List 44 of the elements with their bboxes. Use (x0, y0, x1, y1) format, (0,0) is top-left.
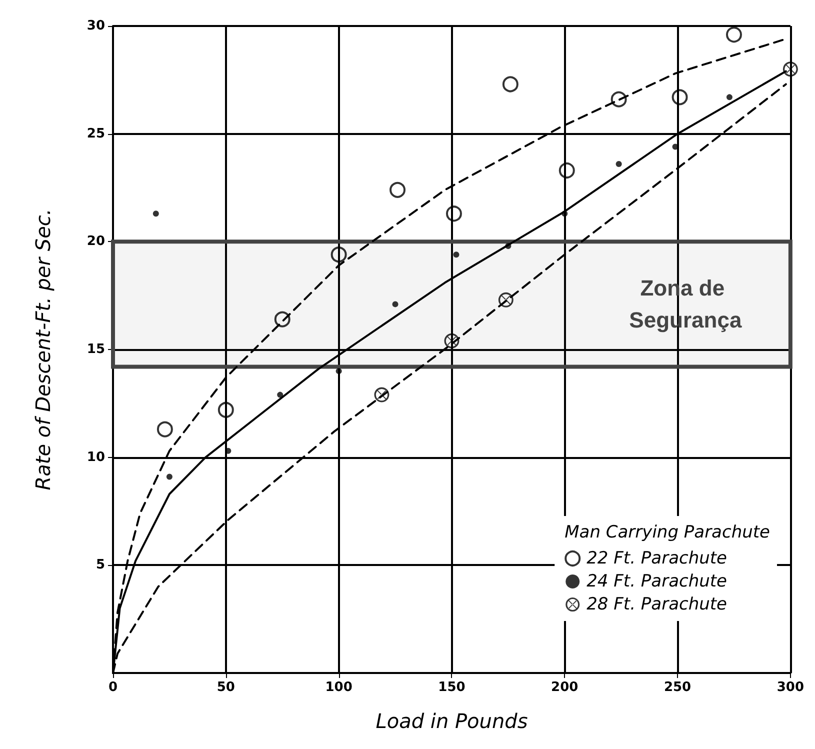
legend-label: 28 Ft. Parachute (586, 594, 728, 614)
y-tick-label: 30 (86, 18, 105, 34)
point (672, 89, 688, 106)
point (218, 402, 234, 418)
point (330, 246, 347, 263)
x-tick-label: 150 (438, 680, 466, 695)
legend-label: 24 Ft. Parachute (586, 572, 728, 592)
point (277, 392, 284, 398)
x-tick-label: 200 (551, 680, 578, 695)
x-tick-label: 0 (108, 680, 118, 695)
y-tick-label: 20 (86, 234, 105, 250)
y-tick-label: 10 (86, 450, 105, 465)
y-tick-label: 25 (86, 126, 105, 142)
point (152, 210, 159, 217)
point (782, 62, 798, 77)
point (166, 474, 172, 480)
point (616, 161, 622, 168)
point (156, 421, 173, 438)
point (446, 206, 462, 222)
y-axis-title: Rate of Descent-Ft. per Sec. (31, 208, 55, 490)
point (498, 292, 514, 308)
point (562, 210, 568, 217)
y-tick-label: 15 (86, 342, 105, 357)
point (726, 94, 732, 100)
legend-label: 22 Ft. Parachute (586, 548, 728, 568)
point (610, 91, 627, 108)
point (505, 242, 512, 249)
point (453, 252, 460, 258)
y-tick-label: 5 (96, 558, 105, 573)
x-axis-title: Load in Pounds (376, 709, 528, 733)
x-tick-label: 250 (664, 680, 692, 695)
point (374, 387, 390, 402)
point (444, 333, 460, 348)
x-tick-label: 50 (216, 680, 235, 695)
point (502, 76, 518, 92)
legend-title: Man Carrying Parachute (564, 522, 770, 542)
point (392, 301, 398, 308)
point (726, 26, 742, 43)
point (558, 162, 575, 178)
x-tick-label: 300 (776, 680, 804, 695)
point (336, 368, 342, 374)
point (390, 182, 406, 198)
point (274, 311, 290, 328)
x-tick-label: 100 (325, 680, 352, 695)
